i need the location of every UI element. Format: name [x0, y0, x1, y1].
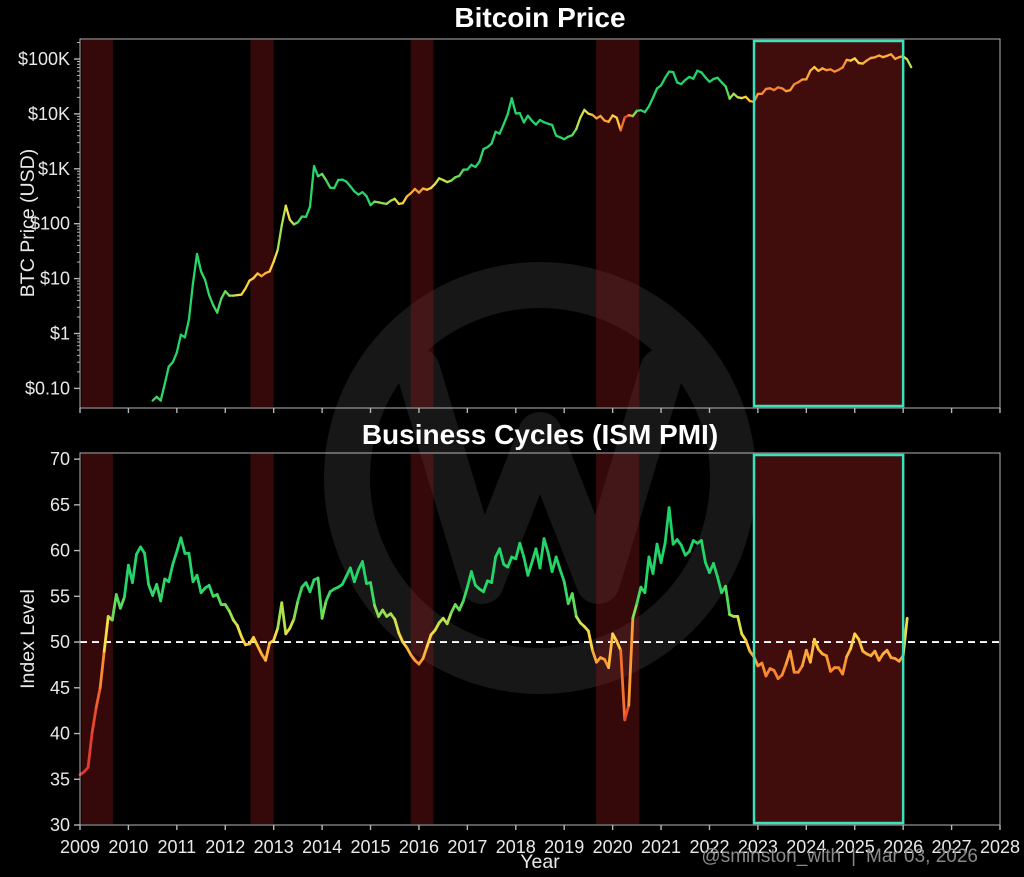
y-tick-label: 65	[50, 495, 70, 515]
highlight-box-fill	[754, 455, 903, 823]
recession-band	[81, 40, 112, 407]
top-chart-title: Bitcoin Price	[454, 2, 625, 33]
recession-band	[250, 40, 273, 407]
y-tick-label: 30	[50, 815, 70, 835]
y-tick-label: 35	[50, 769, 70, 789]
signature-handle: @sminston_with	[701, 846, 841, 867]
x-axis-label: Year	[520, 851, 560, 873]
y-tick-label: $1K	[38, 159, 70, 179]
x-tick-label: 2016	[399, 837, 439, 857]
signature-date: Mar 03, 2026	[866, 846, 978, 867]
x-tick-label: 2013	[254, 837, 294, 857]
x-tick-label: 2011	[157, 837, 196, 857]
y-axis-ticks: 30 35 40 45 50 55 60 65 70	[50, 449, 80, 835]
y-tick-label: 70	[50, 449, 70, 469]
x-tick-label: 2017	[447, 837, 487, 857]
watermark-logo	[347, 285, 733, 671]
x-tick-label: 2009	[60, 837, 100, 857]
y-tick-label: $1	[50, 324, 70, 344]
y-tick-label: 60	[50, 541, 70, 561]
x-tick-label: 2014	[302, 837, 342, 857]
y-tick-label: $10K	[28, 104, 70, 124]
x-tick-label: 2020	[593, 837, 633, 857]
y-tick-label: 45	[50, 678, 70, 698]
top-y-axis-label: BTC Price (USD)	[17, 149, 39, 297]
x-tick-label: 2021	[641, 837, 681, 857]
y-tick-label: 40	[50, 724, 70, 744]
bottom-chart-title: Business Cycles (ISM PMI)	[362, 419, 718, 450]
signature-separator: |	[851, 846, 856, 867]
highlight-box-fill	[754, 41, 903, 406]
btc-price-chart: $100K$10K$1K$100$10$1$0.10	[18, 39, 1000, 413]
dual-chart-canvas: $100K$10K$1K$100$10$1$0.10 3035404550556…	[0, 0, 1024, 877]
y-tick-label: $0.10	[25, 378, 70, 398]
x-tick-label: 2028	[980, 837, 1020, 857]
y-tick-label: 55	[50, 586, 70, 606]
y-tick-label: $100K	[18, 49, 70, 69]
recession-band	[596, 40, 639, 407]
recession-band	[411, 40, 434, 407]
y-tick-label: $10	[40, 269, 70, 289]
bitcoin-business-cycle-figure: $100K$10K$1K$100$10$1$0.10 3035404550556…	[0, 0, 1024, 877]
x-tick-label: 2010	[108, 837, 148, 857]
x-tick-label: 2012	[205, 837, 245, 857]
y-tick-label: 50	[50, 632, 70, 652]
signature: @sminston_with | Mar 03, 2026	[701, 846, 978, 867]
bottom-y-axis-label: Index Level	[17, 589, 39, 689]
x-tick-label: 2015	[351, 837, 391, 857]
